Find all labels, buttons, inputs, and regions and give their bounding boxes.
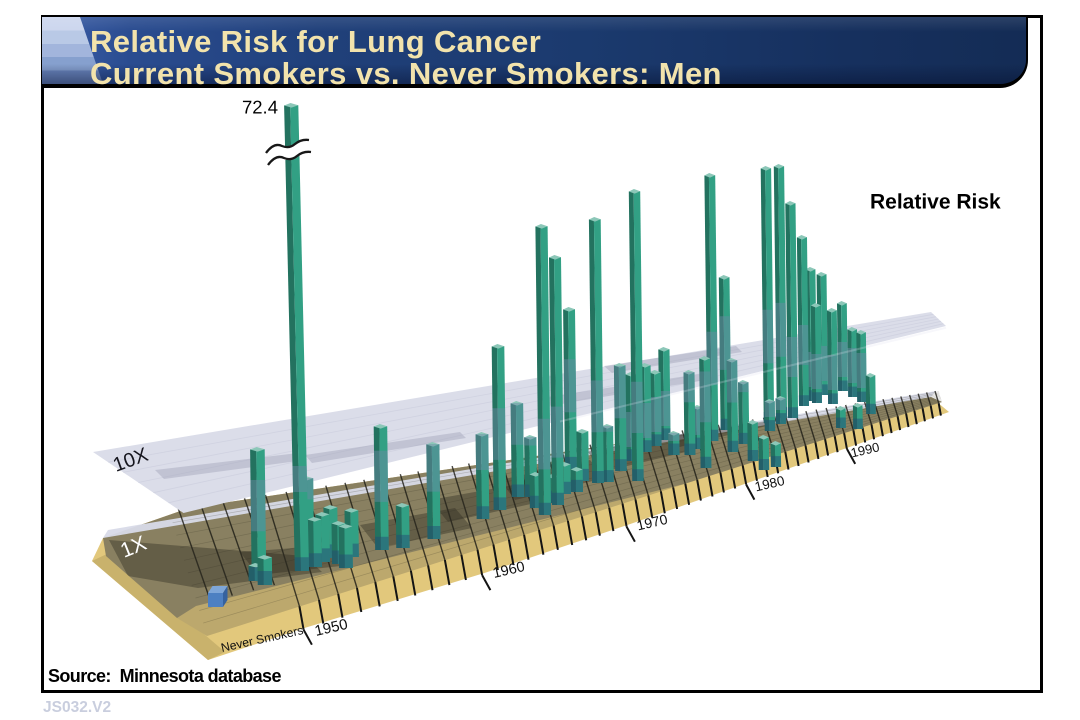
svg-text:1970: 1970 [635,511,669,534]
svg-text:1990: 1990 [849,439,881,460]
svg-text:Relative Risk: Relative Risk [870,191,1001,214]
svg-text:72.4: 72.4 [242,97,278,118]
svg-text:1980: 1980 [753,473,786,494]
svg-text:1960: 1960 [491,559,526,582]
